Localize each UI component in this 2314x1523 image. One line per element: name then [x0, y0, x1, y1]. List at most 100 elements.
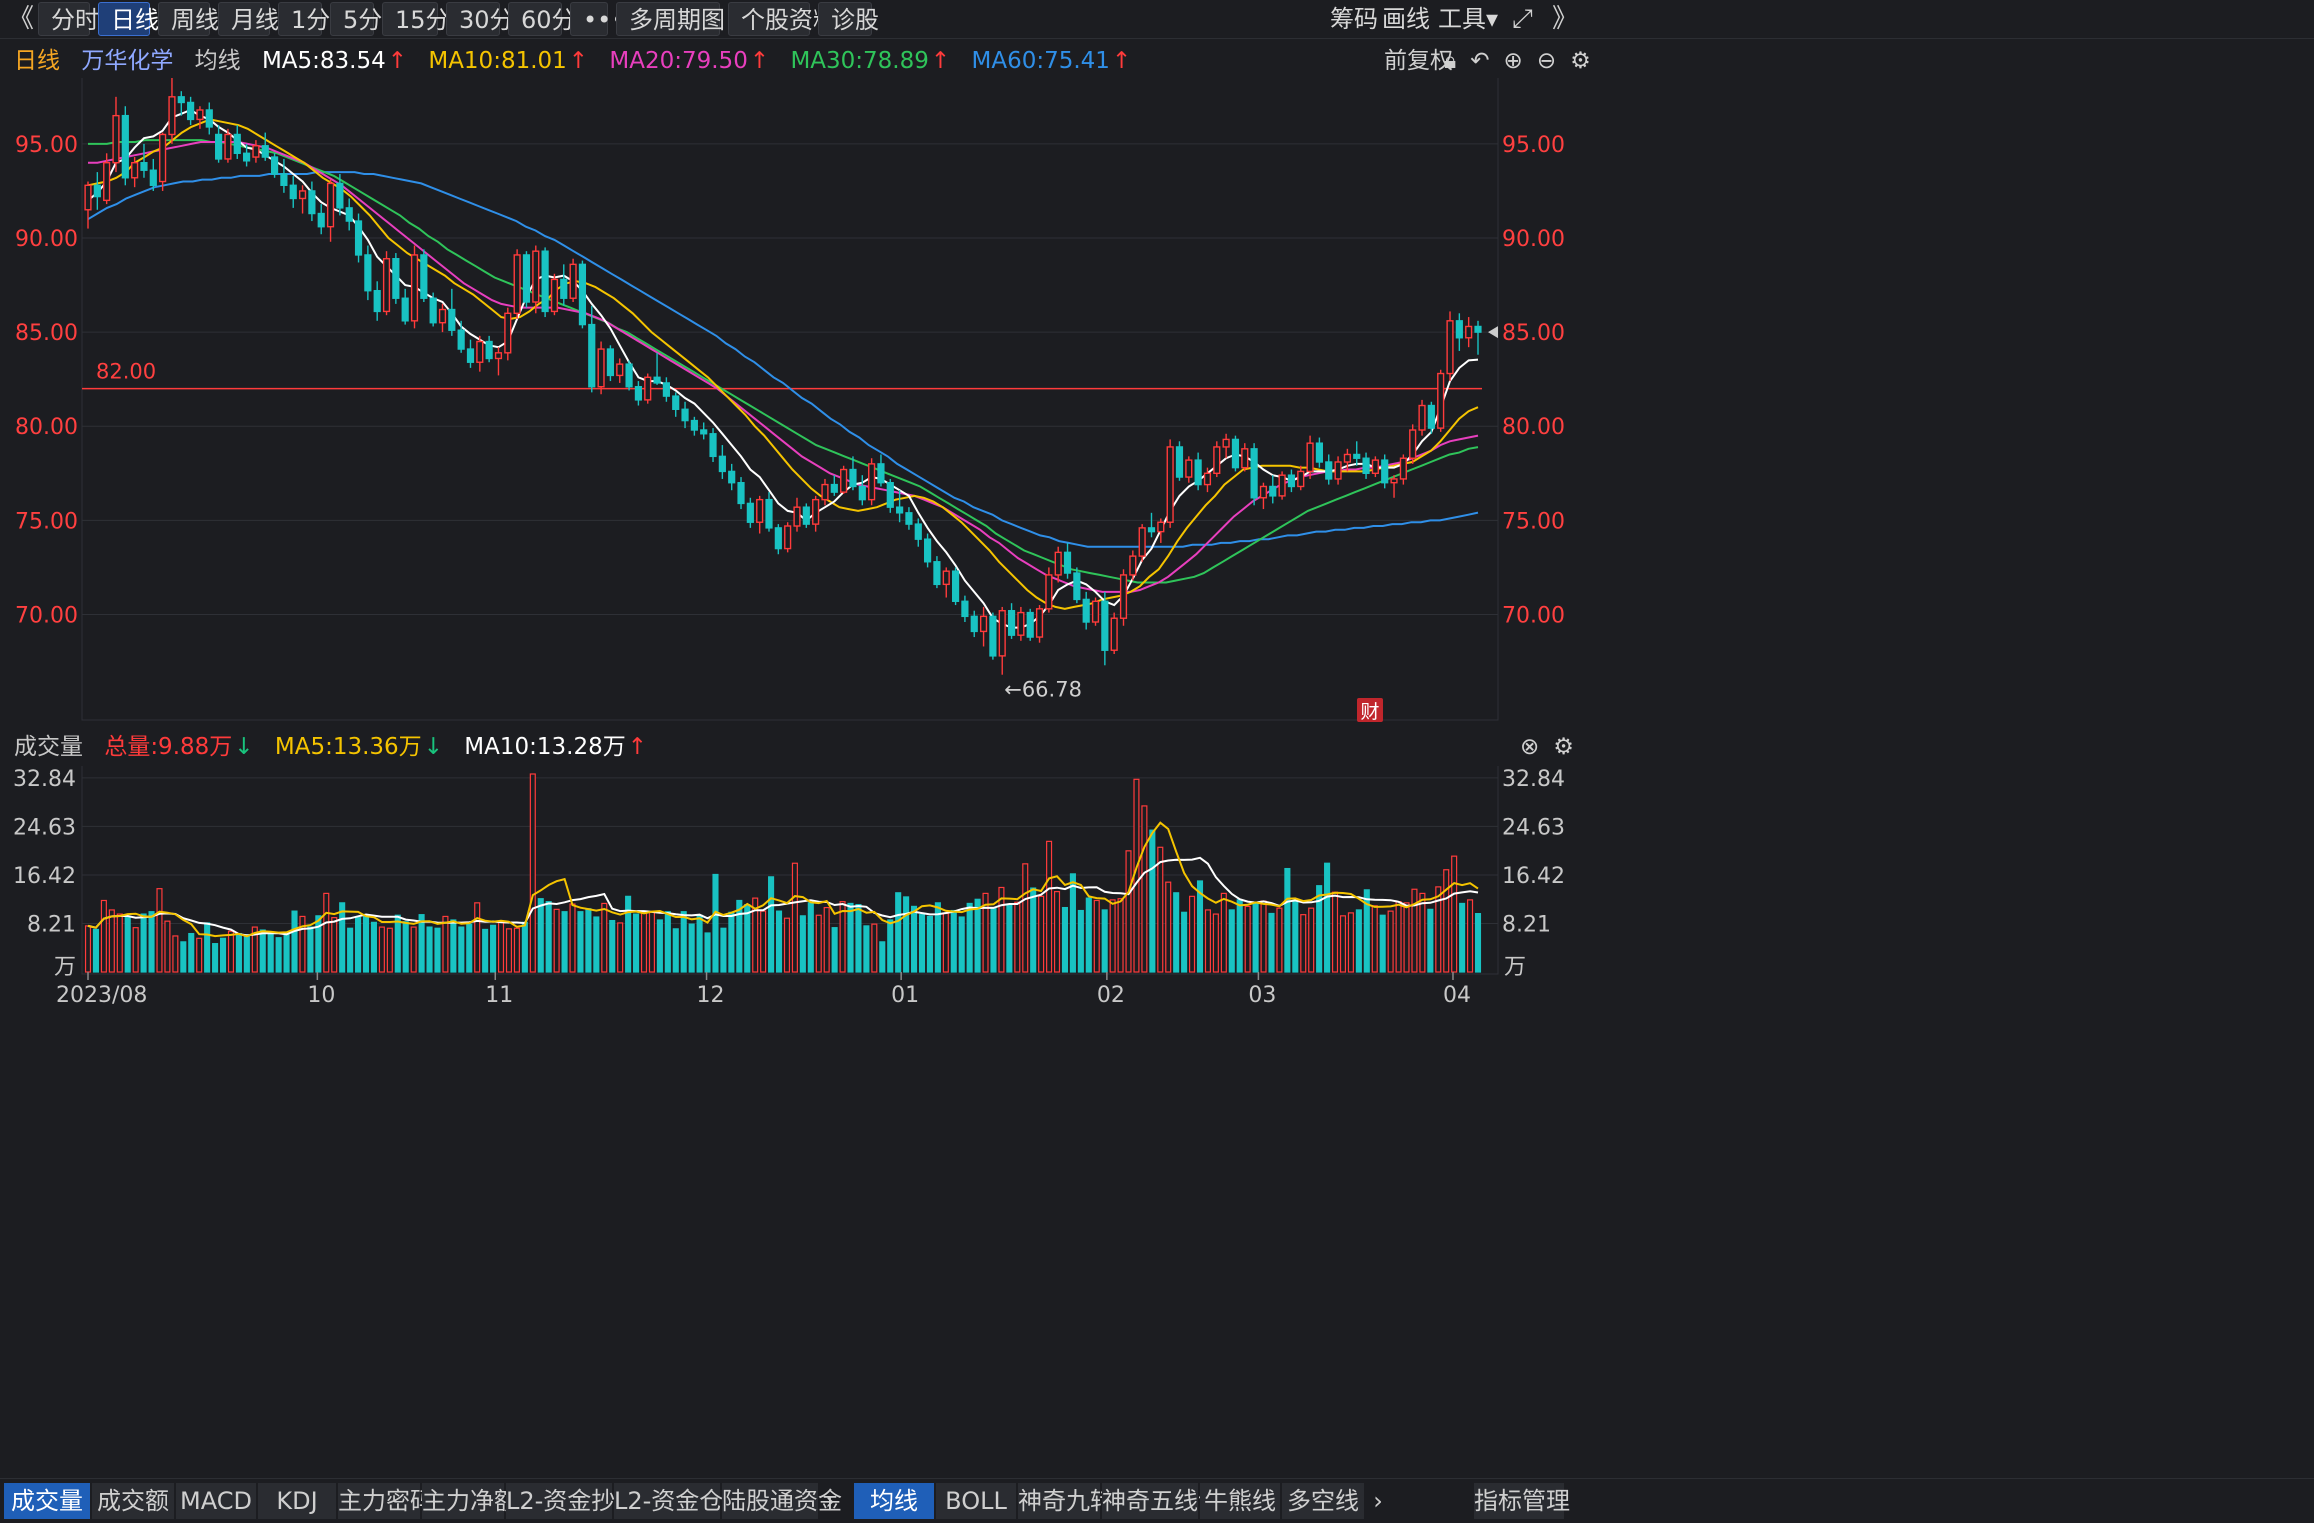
volume-ma10-trend-icon: ↑ [627, 734, 648, 760]
candle-body [242, 152, 251, 162]
indicator-manage-button[interactable]: 指标管理 [1474, 1483, 1570, 1519]
volume-bar [839, 901, 846, 973]
tab-magic-five[interactable]: 神奇五线谱 [1102, 1483, 1222, 1519]
tab-northbound[interactable]: 陆股通资金 [722, 1483, 842, 1519]
volume-bar [1284, 867, 1291, 973]
multi-period-dropdown[interactable]: 多周期图 ⌄ [616, 2, 753, 36]
candle-body [569, 263, 577, 299]
volume-bar [1443, 869, 1450, 973]
volume-bar [1403, 902, 1410, 973]
scroll-tabs-right-icon[interactable]: › [1373, 1487, 1383, 1515]
undo-icon[interactable]: ↶ [1470, 48, 1490, 74]
price-chart[interactable]: 95.00 95.00 90.00 90.00 85.00 85.00 80.00 80.00… [0, 78, 2314, 778]
tab-l2-bottom[interactable]: L2-资金抄底 [506, 1483, 639, 1519]
finance-badge-label: 财 [1360, 701, 1379, 723]
candle-body [532, 250, 540, 303]
volume-bar [633, 913, 640, 973]
candle-body [858, 485, 866, 501]
volume-bar [100, 899, 107, 973]
fullscreen-icon[interactable]: ⤢ [1512, 4, 1533, 34]
tab-kdj[interactable]: KDJ [258, 1483, 336, 1519]
tab-macd[interactable]: MACD [176, 1483, 256, 1519]
volume-bar [1173, 892, 1180, 973]
lock-icon[interactable]: 🔒︎ [1444, 48, 1457, 74]
tab-15min[interactable]: 15分 [382, 2, 450, 36]
volume-bar [974, 898, 981, 973]
candle-body [774, 527, 782, 550]
volume-bar [1189, 895, 1196, 973]
tab-main-force-net[interactable]: 主力净额 [422, 1483, 518, 1519]
candle-body [466, 348, 475, 363]
tab-magic-nine[interactable]: 神奇九转 [1018, 1483, 1114, 1519]
volume-bar [458, 926, 465, 973]
candle-body [429, 297, 437, 324]
tab-monthly[interactable]: 月线 [218, 2, 279, 36]
last-price-marker-icon [1488, 326, 1498, 339]
candle-body [1455, 320, 1463, 339]
volume-bar [918, 914, 926, 973]
volume-bar [958, 916, 965, 973]
back-icon[interactable]: 《 [8, 4, 35, 34]
scroll-tabs-left-icon[interactable]: › [825, 1487, 835, 1515]
tools-dropdown[interactable]: 工具▾ [1438, 5, 1499, 33]
tab-ma[interactable]: 均线 [854, 1483, 934, 1519]
chips-button[interactable]: 筹码 [1330, 5, 1378, 33]
candle-body [1026, 611, 1034, 638]
zoom-in-icon[interactable]: ⊕ [1503, 48, 1523, 74]
diagnose-button[interactable]: 诊股 [818, 2, 879, 36]
ma-label[interactable]: 均线 [194, 48, 241, 74]
volume-bar [323, 892, 330, 973]
volume-bar [347, 927, 354, 973]
tab-fenshi[interactable]: 分时 [38, 2, 99, 36]
candle-body [886, 482, 894, 508]
candle-body [690, 419, 698, 431]
collapse-right-icon[interactable]: 》 [1552, 4, 1579, 34]
tab-1min[interactable]: 1分 [278, 2, 330, 36]
stock-name[interactable]: 万华化学 [81, 48, 174, 74]
volume-bar [1363, 889, 1370, 973]
indicator-bar: 成交量 成交额 MACD KDJ 主力密码 主力净额 L2-资金抄底 L2-资金… [0, 1478, 2314, 1523]
close-icon[interactable]: ⊗ [1520, 734, 1540, 760]
candle-body [1427, 404, 1435, 429]
candle-body [718, 455, 726, 473]
tab-5min[interactable]: 5分 [330, 2, 382, 36]
volume-bar [1339, 915, 1347, 973]
volume-bar [235, 932, 242, 973]
volume-settings-icon[interactable]: ⚙ [1553, 734, 1574, 760]
volume-bar [648, 911, 655, 973]
candle-body [112, 114, 120, 164]
low-price-label: ←66.78 [1004, 678, 1082, 702]
tab-bull-bear[interactable]: 牛熊线 [1200, 1483, 1280, 1519]
volume-bar [545, 901, 552, 973]
candle-body [1110, 617, 1118, 651]
tab-long-short[interactable]: 多空线 [1282, 1483, 1364, 1519]
candle-body [578, 263, 587, 326]
tab-boll[interactable]: BOLL [936, 1483, 1016, 1519]
more-periods-button[interactable]: ••• [570, 2, 625, 36]
draw-line-button[interactable]: 画线 [1382, 5, 1430, 33]
candle-body [896, 506, 904, 514]
tab-daily[interactable]: 日线 [98, 2, 159, 36]
stock-profile-button[interactable]: 个股资料 [728, 2, 837, 36]
candle-body [1297, 470, 1305, 488]
tab-l2-position[interactable]: L2-资金仓位 [614, 1483, 747, 1519]
candle-body [1054, 551, 1062, 576]
volume-chart[interactable]: 32.84 32.84 24.63 24.63 16.42 16.42 8.21 8.21 万 万… [0, 766, 2314, 1478]
adjust-mode[interactable]: 前复权 [1384, 48, 1453, 74]
candle-body [616, 363, 624, 377]
candle-body [252, 145, 260, 158]
tab-volume[interactable]: 成交量 [4, 1483, 90, 1519]
volume-bar [1244, 905, 1251, 973]
settings-icon[interactable]: ⚙ [1570, 48, 1591, 74]
volume-bar [966, 902, 973, 973]
x-axis-label: 03 [1248, 983, 1276, 1008]
zoom-out-icon[interactable]: ⊖ [1536, 48, 1557, 74]
tab-30min[interactable]: 30分 [446, 2, 514, 36]
tab-weekly[interactable]: 周线 [158, 2, 219, 36]
volume-bar [219, 937, 227, 973]
candle-body [382, 258, 391, 313]
volume-bar [934, 902, 941, 973]
tab-main-force-code[interactable]: 主力密码 [338, 1483, 434, 1519]
tab-turnover[interactable]: 成交额 [92, 1483, 174, 1519]
tab-60min[interactable]: 60分 [508, 2, 576, 36]
